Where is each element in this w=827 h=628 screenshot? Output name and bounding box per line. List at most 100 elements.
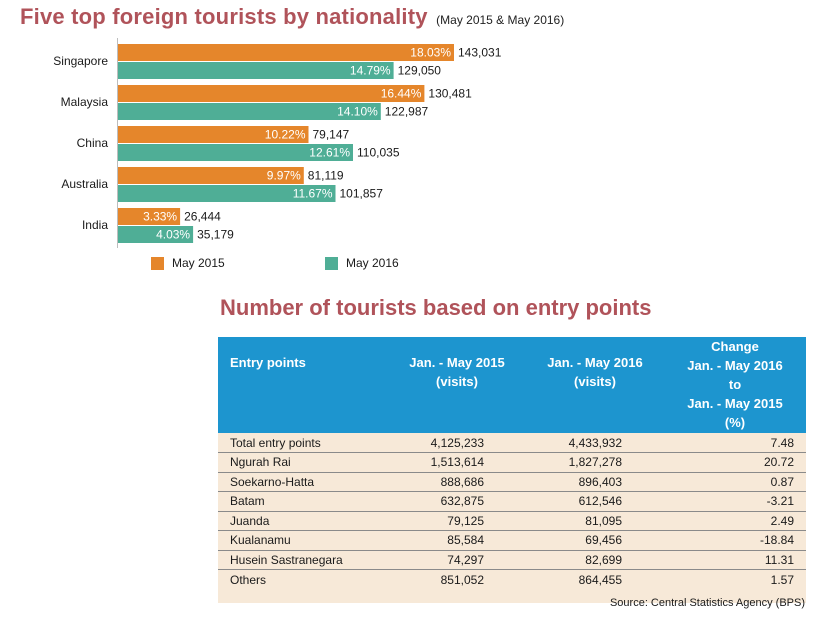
legend-label-may-2016: May 2016 xyxy=(346,256,399,270)
header-line: Change xyxy=(711,339,759,354)
chart-title-main: Five top foreign tourists by nationality xyxy=(20,4,428,29)
table-cell: Others xyxy=(218,569,388,589)
header-line: (visits) xyxy=(574,374,616,389)
header-line: Jan. - May 2016 xyxy=(547,355,643,370)
header-jan-may-2016: Jan. - May 2016 (visits) xyxy=(526,337,664,433)
value-label-may-2015-china: 79,147 xyxy=(313,128,350,142)
category-label-china: China xyxy=(77,136,109,150)
table-cell: 612,546 xyxy=(526,491,664,511)
header-line: (%) xyxy=(724,415,746,430)
header-entry-points: Entry points xyxy=(218,337,388,433)
table-padding-cell xyxy=(218,589,806,603)
bar-may-2016-australia xyxy=(118,185,336,202)
value-label-may-2015-malaysia: 130,481 xyxy=(428,87,472,101)
table-cell: 896,403 xyxy=(526,471,664,492)
legend-item-may-2015: May 2015 xyxy=(151,256,225,270)
percent-label-may-2015-malaysia: 16.44% xyxy=(381,87,422,101)
percent-label-may-2015-india: 3.33% xyxy=(143,210,177,224)
category-label-singapore: Singapore xyxy=(53,54,108,68)
table-row: Total entry points 4,125,233 4,433,932 7… xyxy=(218,433,806,453)
bar-may-2016-india xyxy=(118,226,194,243)
header-line: Jan. - May 2015 xyxy=(409,355,505,370)
table-cell: 79,125 xyxy=(388,510,526,531)
table-cell: Husein Sastranegara xyxy=(218,549,388,570)
table-cell: 0.87 xyxy=(664,471,806,492)
value-label-may-2016-singapore: 129,050 xyxy=(398,64,442,78)
source-note: Source: Central Statistics Agency (BPS) xyxy=(609,597,805,609)
legend-label-may-2015: May 2015 xyxy=(172,256,225,270)
header-line: (visits) xyxy=(436,374,478,389)
table-cell: Soekarno-Hatta xyxy=(218,471,388,492)
category-label-australia: Australia xyxy=(61,177,108,191)
table-title: Number of tourists based on entry points xyxy=(220,295,652,320)
header-change: Change Jan. - May 2016 to Jan. - May 201… xyxy=(664,337,806,433)
nationality-bar-chart: Singapore 18.03% 143,031 14.79% 129,050 Malay… xyxy=(53,38,502,248)
table-cell: 4,125,233 xyxy=(388,433,526,453)
table-cell: 1.57 xyxy=(664,569,806,589)
table-cell: 888,686 xyxy=(388,471,526,492)
bar-may-2015-china xyxy=(118,126,309,143)
table-cell: 85,584 xyxy=(388,530,526,550)
category-label-malaysia: Malaysia xyxy=(61,95,109,109)
table-row: Husein Sastranegara 74,297 82,699 11.31 xyxy=(218,549,806,570)
header-line: to xyxy=(728,377,742,392)
table-cell: 82,699 xyxy=(526,549,664,570)
table-cell: Kualanamu xyxy=(218,530,388,550)
percent-label-may-2015-china: 10.22% xyxy=(265,128,306,142)
percent-label-may-2016-australia: 11.67% xyxy=(293,187,333,201)
chart-title-subtitle: (May 2015 & May 2016) xyxy=(436,13,565,27)
table-cell: 851,052 xyxy=(388,569,526,589)
bar-may-2015-australia xyxy=(118,167,304,184)
value-label-may-2015-australia: 81,119 xyxy=(308,169,344,183)
legend-swatch-may-2015 xyxy=(151,256,164,270)
table-cell: Ngurah Rai xyxy=(218,452,388,472)
legend-swatch-may-2016 xyxy=(325,256,338,270)
value-label-may-2016-china: 110,035 xyxy=(357,146,400,160)
header-line: Entry points xyxy=(230,355,306,370)
table-cell: 4,433,932 xyxy=(526,433,664,453)
entry-points-table: Entry points Jan. - May 2015 (visits) Ja… xyxy=(218,337,806,603)
legend-item-may-2016: May 2016 xyxy=(325,256,399,270)
table-cell: 7.48 xyxy=(664,433,806,453)
bar-may-2015-singapore xyxy=(118,44,454,61)
table-cell: 81,095 xyxy=(526,510,664,531)
percent-label-may-2015-australia: 9.97% xyxy=(267,169,301,183)
value-label-may-2016-india: 35,179 xyxy=(197,228,234,242)
bar-may-2015-india xyxy=(118,208,181,225)
bar-may-2016-singapore xyxy=(118,62,394,79)
table-header-row: Entry points Jan. - May 2015 (visits) Ja… xyxy=(218,337,806,433)
table-cell: Juanda xyxy=(218,510,388,531)
bar-may-2015-malaysia xyxy=(118,85,425,102)
table-cell: 1,513,614 xyxy=(388,452,526,472)
table-row: Ngurah Rai 1,513,614 1,827,278 20.72 xyxy=(218,452,806,472)
percent-label-may-2016-singapore: 14.79% xyxy=(350,64,391,78)
table-cell: 864,455 xyxy=(526,569,664,589)
value-label-may-2015-singapore: 143,031 xyxy=(458,46,502,60)
header-jan-may-2015: Jan. - May 2015 (visits) xyxy=(388,337,526,433)
table-cell: Batam xyxy=(218,491,388,511)
table-row: Juanda 79,125 81,095 2.49 xyxy=(218,510,806,531)
value-label-may-2015-india: 26,444 xyxy=(184,210,221,224)
table-cell: 632,875 xyxy=(388,491,526,511)
percent-label-may-2016-india: 4.03% xyxy=(156,228,190,242)
bar-may-2016-malaysia xyxy=(118,103,381,120)
table-cell: 69,456 xyxy=(526,530,664,550)
percent-label-may-2016-malaysia: 14.10% xyxy=(337,105,378,119)
table-cell: Total entry points xyxy=(218,433,388,453)
category-label-india: India xyxy=(82,218,108,232)
table-row: Others 851,052 864,455 1.57 xyxy=(218,569,806,589)
table-row: Soekarno-Hatta 888,686 896,403 0.87 xyxy=(218,471,806,492)
value-label-may-2016-australia: 101,857 xyxy=(340,187,384,201)
header-line: Jan. - May 2016 xyxy=(687,358,783,373)
table-cell: 74,297 xyxy=(388,549,526,570)
percent-label-may-2015-singapore: 18.03% xyxy=(410,46,451,60)
value-label-may-2016-malaysia: 122,987 xyxy=(385,105,429,119)
table-cell: 2.49 xyxy=(664,510,806,531)
header-line: Jan. - May 2015 xyxy=(687,396,783,411)
percent-label-may-2016-china: 12.61% xyxy=(309,146,350,160)
table-cell: 1,827,278 xyxy=(526,452,664,472)
chart-title: Five top foreign tourists by nationality… xyxy=(20,4,564,30)
bar-may-2016-china xyxy=(118,144,353,161)
table-cell: -18.84 xyxy=(664,530,806,550)
table-row: Batam 632,875 612,546 -3.21 xyxy=(218,491,806,511)
